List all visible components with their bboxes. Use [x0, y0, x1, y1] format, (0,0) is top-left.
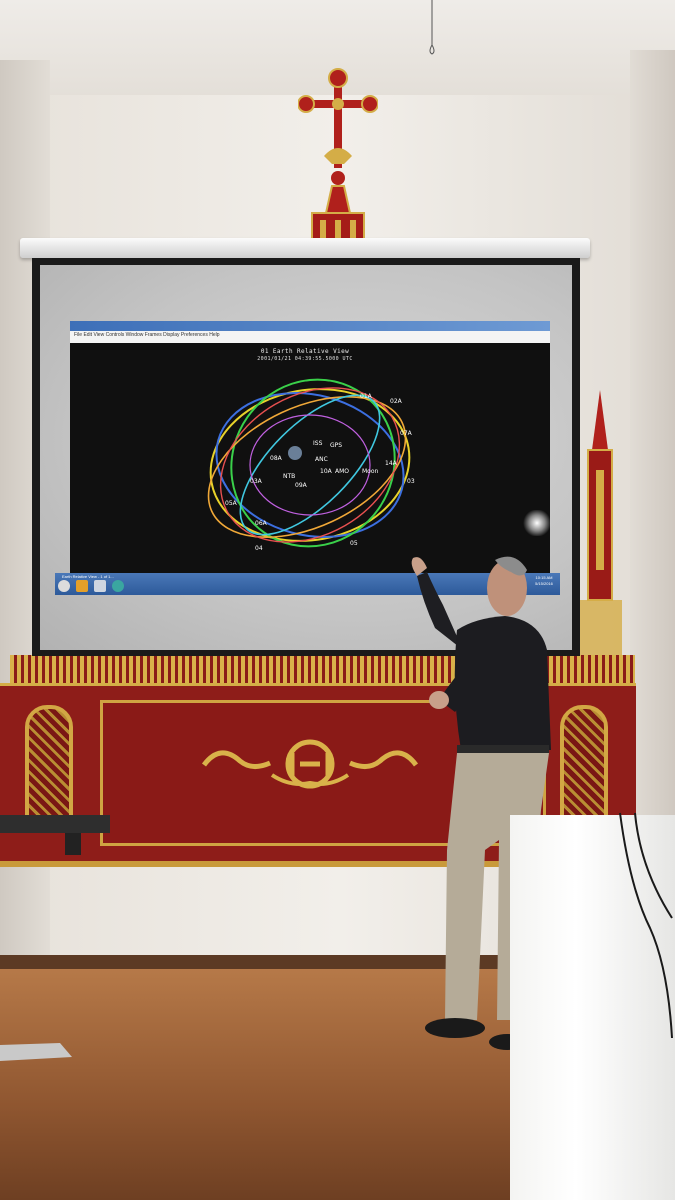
app-icon: [112, 580, 124, 592]
orbit-label: NTB: [283, 473, 295, 480]
orbit-label: ANC: [315, 456, 328, 463]
orbit-label: 03A: [250, 478, 263, 485]
right-wall: [630, 50, 675, 960]
altar-niche-left: [25, 705, 73, 823]
floor-object: [0, 1043, 72, 1061]
projected-menu-bar: [70, 331, 550, 343]
orbit-label: 09A: [295, 482, 308, 489]
orbit-label: AMO: [335, 468, 349, 475]
projected-title-bar: [70, 321, 550, 331]
view-title: 01 Earth Relative View: [260, 348, 350, 355]
orbit-label: 06A: [255, 520, 268, 527]
start-button-icon: [58, 580, 70, 592]
view-timestamp: 2001/01/21 04:39:55.5000 UTC: [257, 356, 353, 362]
taskbar-clock: 10:15 AM 5/15/2016: [530, 575, 558, 587]
cable: [619, 812, 673, 1039]
app-icon: [94, 580, 106, 592]
orbit-label: 02A: [390, 398, 403, 405]
orbit-label: 10A: [320, 468, 333, 475]
orbit-label: 14A: [385, 460, 398, 467]
hanging-wire: [429, 0, 435, 55]
orbit-label: 05A: [225, 500, 238, 507]
orbit-label: 05: [350, 540, 358, 547]
orbit-label: 03: [407, 478, 415, 485]
taskbar-item-label: Earth Relative View - 1 of 1...: [62, 574, 114, 579]
folder-icon: [76, 580, 88, 592]
orbit-label: 08A: [270, 455, 283, 462]
orbit-label: 04: [255, 545, 263, 552]
orbit-label: 07A: [400, 430, 413, 437]
orbit-label: GPS: [330, 442, 342, 449]
screen-housing: [20, 238, 590, 258]
projected-menu: File Edit View Controls Window Frames Di…: [74, 332, 220, 338]
side-table-leg: [65, 833, 81, 855]
projected-app-area: [70, 343, 550, 573]
orbit-label: 01A: [360, 393, 373, 400]
orbit-label: ISS: [313, 440, 323, 447]
ihs-monogram-icon: [201, 739, 419, 789]
cloth-covered-table: [510, 815, 675, 1200]
orbit-label: Moon: [362, 468, 379, 475]
clock-time: 10:15 AM: [535, 575, 553, 580]
clock-date: 5/15/2016: [535, 581, 553, 586]
projector-hotspot: [522, 510, 552, 536]
altar-niche-right: [560, 705, 608, 823]
orbit-visualization: 01A 02A 07A ISS GPS 08A 03A 05A 06A 09A …: [207, 378, 415, 552]
side-table: [0, 815, 110, 833]
gothic-spire: [578, 390, 622, 670]
ornate-cross-icon: [298, 68, 378, 254]
